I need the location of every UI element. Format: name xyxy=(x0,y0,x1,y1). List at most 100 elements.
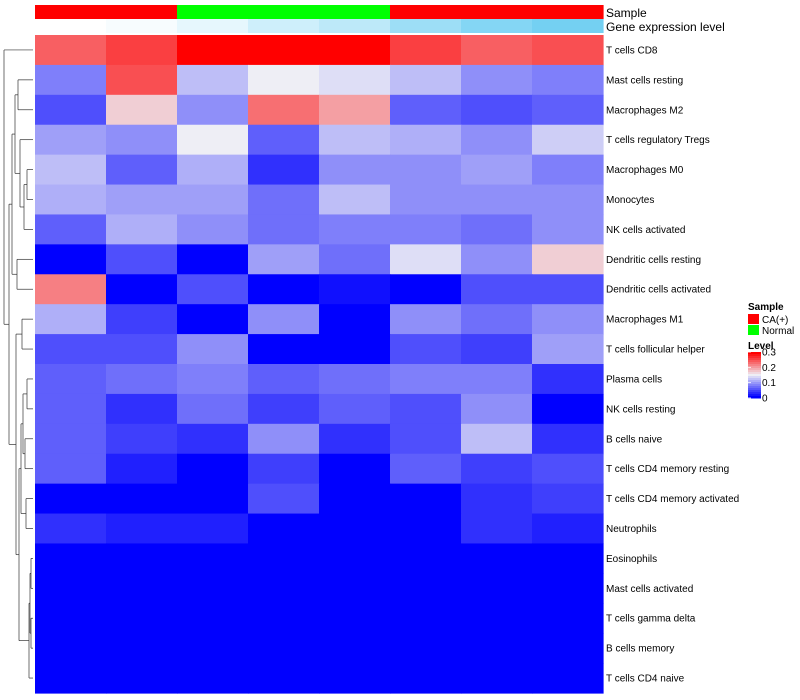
heatmap-cell xyxy=(319,543,391,574)
heatmap-cell xyxy=(248,483,320,515)
heatmap-cell xyxy=(177,633,249,664)
heatmap-cell xyxy=(106,64,178,96)
heatmap-cell xyxy=(35,513,107,545)
track-label-sample: Sample xyxy=(606,6,647,20)
heatmap-cell xyxy=(177,573,249,604)
heatmap-cell xyxy=(461,334,533,365)
heatmap-cell xyxy=(35,603,107,634)
heatmap-cell xyxy=(319,513,391,545)
heatmap-cell xyxy=(461,483,533,515)
sample-track-cell xyxy=(35,5,107,19)
heatmap-cell xyxy=(532,94,604,126)
heatmap-cell xyxy=(461,214,533,245)
heatmap-cell xyxy=(461,64,533,96)
heatmap-cell xyxy=(390,633,462,664)
heatmap-cell xyxy=(532,35,604,66)
heatmap-cell xyxy=(461,393,533,425)
heatmap-cell xyxy=(177,334,249,365)
legend-label-normal: Normal xyxy=(762,326,794,337)
heatmap-cell xyxy=(106,334,178,365)
row-label: Neutrophils xyxy=(606,524,657,535)
heatmap-cell xyxy=(35,453,107,485)
row-labels: T cells CD8 Mast cells resting Macrophages… xyxy=(606,45,739,684)
heatmap-cell xyxy=(319,423,391,455)
heatmap-cell xyxy=(35,94,107,126)
heatmap-cell xyxy=(35,64,107,96)
heatmap-cell xyxy=(106,364,178,395)
heatmap-cell xyxy=(319,94,391,126)
colorbar-step xyxy=(748,380,761,383)
row-label: T cells CD8 xyxy=(606,45,658,56)
heatmap-cell xyxy=(106,513,178,545)
heatmap-cell xyxy=(390,184,462,216)
row-label: Mast cells resting xyxy=(606,75,683,86)
heatmap-cell xyxy=(319,334,391,365)
heatmap-cell xyxy=(106,244,178,275)
heatmap-cell xyxy=(390,603,462,634)
heatmap-cell xyxy=(248,304,320,335)
heatmap-cell xyxy=(532,483,604,515)
colorbar-step xyxy=(748,360,761,363)
colorbar-tick-label: 0 xyxy=(762,394,768,405)
heatmap-cell xyxy=(390,214,462,245)
heatmap-cell xyxy=(461,603,533,634)
heatmap-cell xyxy=(461,423,533,455)
colorbar-tick-label: 0.2 xyxy=(762,363,776,374)
colorbar-step xyxy=(748,386,761,389)
colorbar-step xyxy=(748,358,761,361)
heatmap-cell xyxy=(248,244,320,275)
heatmap-cell xyxy=(248,364,320,395)
colorbar-step xyxy=(748,352,761,355)
row-label: T cells CD4 memory activated xyxy=(606,494,739,505)
heatmap-cell xyxy=(319,364,391,395)
heatmap-cell xyxy=(106,184,178,216)
heatmap-cell xyxy=(461,154,533,186)
colorbar-step xyxy=(748,396,761,399)
heatmap-cell xyxy=(35,543,107,574)
heatmap-cell xyxy=(106,423,178,455)
heatmap-cell xyxy=(390,64,462,96)
row-label: B cells naive xyxy=(606,434,663,445)
row-label: T cells follicular helper xyxy=(606,345,705,356)
row-label: Plasma cells xyxy=(606,374,662,385)
row-label: T cells gamma delta xyxy=(606,614,696,625)
colorbar-step xyxy=(748,368,761,371)
heatmap-cell xyxy=(532,603,604,634)
colorbar-step xyxy=(748,364,761,367)
heatmap-cell xyxy=(35,244,107,275)
heatmap-cell xyxy=(106,124,178,156)
heatmap-cell xyxy=(35,184,107,216)
heatmap-cell xyxy=(390,573,462,604)
heatmap-cell xyxy=(319,393,391,425)
heatmap-cell xyxy=(461,633,533,664)
heatmap-cell xyxy=(177,393,249,425)
heatmap-cell xyxy=(319,573,391,604)
gene-expression-track-cell xyxy=(319,19,391,33)
heatmap-cell xyxy=(35,573,107,604)
heatmap-cell xyxy=(461,94,533,126)
heatmap-cell xyxy=(319,214,391,245)
heatmap-cell xyxy=(35,633,107,664)
heatmap-cell xyxy=(35,423,107,455)
heatmap-cell xyxy=(532,453,604,485)
heatmap-cell xyxy=(177,64,249,96)
heatmap-cell xyxy=(532,663,604,694)
heatmap-cell xyxy=(248,35,320,66)
heatmap-cell xyxy=(248,543,320,574)
heatmap-cell xyxy=(35,663,107,694)
gene-expression-track-cell xyxy=(532,19,604,33)
gene-expression-track-cell xyxy=(35,19,107,33)
heatmap-cell xyxy=(177,244,249,275)
heatmap-cell xyxy=(461,573,533,604)
heatmap-cell xyxy=(35,393,107,425)
heatmap-cell xyxy=(177,423,249,455)
heatmap-cell xyxy=(390,274,462,305)
heatmap-cell xyxy=(319,483,391,515)
heatmap-cell xyxy=(248,513,320,545)
colorbar-step xyxy=(748,366,761,369)
sample-track-cell xyxy=(106,5,178,19)
colorbar-step xyxy=(748,376,761,379)
heatmap-cell xyxy=(319,124,391,156)
heatmap-cell xyxy=(532,64,604,96)
heatmap-cell xyxy=(248,274,320,305)
